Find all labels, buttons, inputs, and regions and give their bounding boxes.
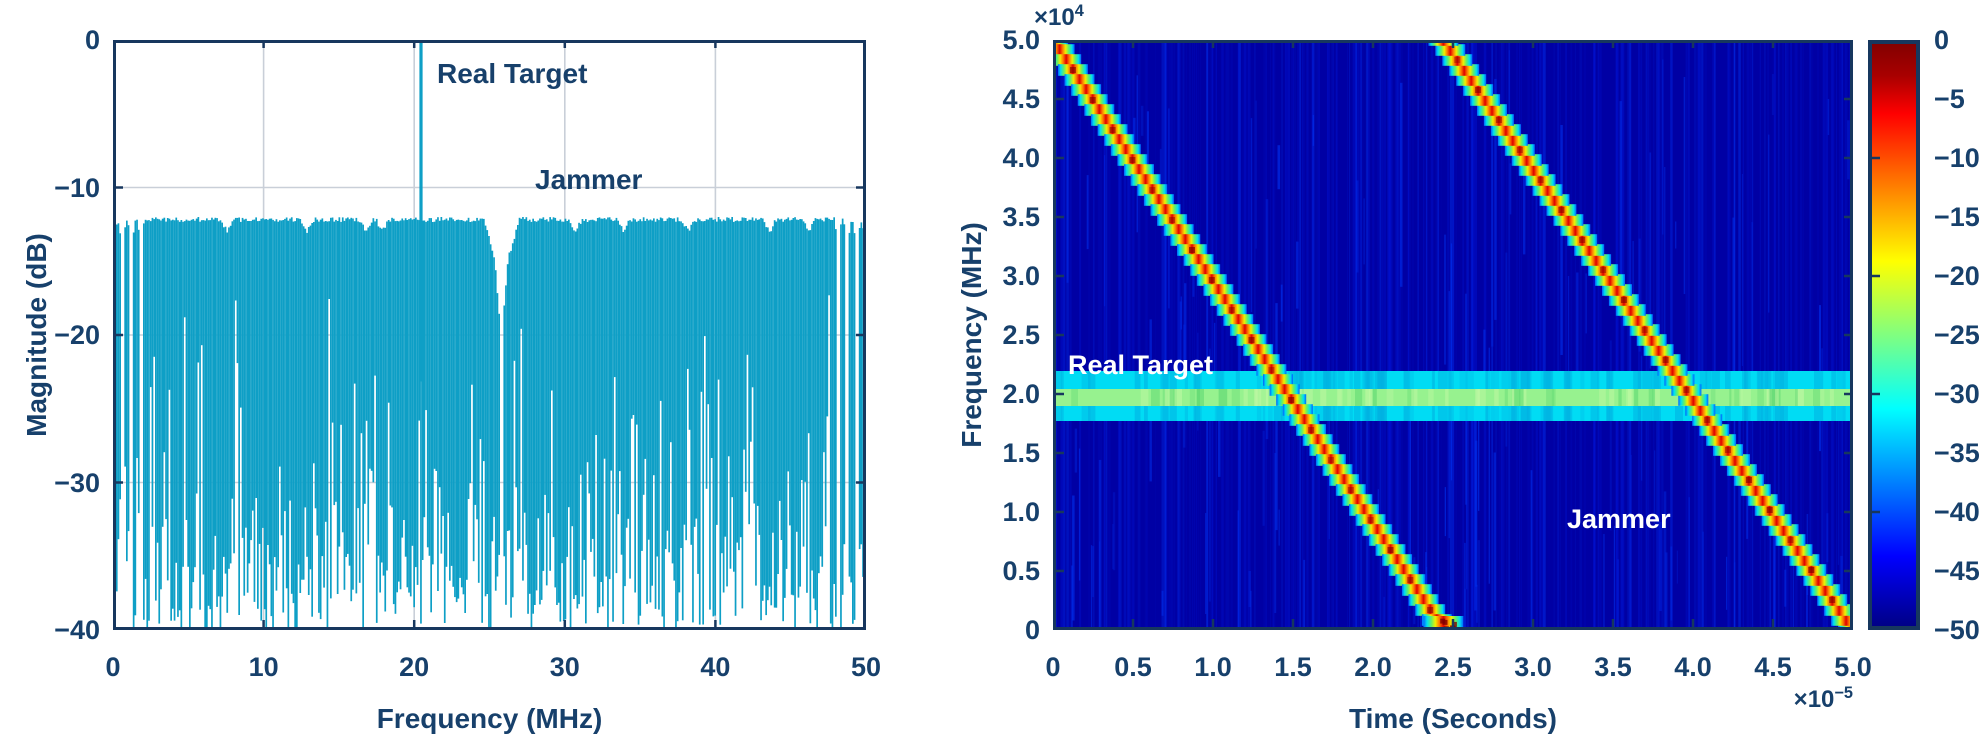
left-y-tick: −20 (54, 320, 100, 350)
right-y-tick: 5.0 (1002, 25, 1040, 55)
right-x-tick: 2.0 (1354, 652, 1392, 682)
right-plot-border (1053, 40, 1853, 630)
right-x-tick: 0 (1045, 652, 1061, 682)
colorbar-tick: −25 (1934, 320, 1980, 350)
right-y-tick: 4.5 (1002, 84, 1040, 114)
colorbar-tick: −30 (1934, 379, 1980, 409)
right-y-tick: 3.5 (1002, 202, 1040, 232)
left-x-tick: 50 (850, 652, 882, 682)
colorbar-tick: −50 (1934, 615, 1980, 645)
colorbar-border (1868, 40, 1920, 630)
right-x-tick: 3.0 (1514, 652, 1552, 682)
spectrum-series (114, 217, 864, 630)
right-x-tick: 4.5 (1754, 652, 1792, 682)
spectrogram-canvas (1053, 40, 1853, 630)
right-y-exponent: ×104 (1034, 2, 1084, 31)
real-target-spike (419, 41, 423, 382)
right-x-axis-label: Time (Seconds) (1349, 703, 1557, 734)
right-y-tick: 3.0 (1002, 261, 1040, 291)
right-y-tick: 2.0 (1002, 379, 1040, 409)
right-x-tick: 4.0 (1674, 652, 1712, 682)
left-x-tick: 10 (248, 652, 279, 682)
left-y-tick: −30 (54, 467, 100, 498)
right-annotation-real-target: Real Target (1068, 350, 1214, 380)
jammer-chirp (1053, 40, 1853, 630)
colorbar-gradient (1868, 40, 1920, 630)
left-annotation-real-target: Real Target (437, 58, 588, 89)
colorbar-tick: −15 (1934, 202, 1980, 232)
left-axis-ticks (113, 40, 866, 630)
right-x-tick: 0.5 (1114, 652, 1152, 682)
right-y-tick: 0.5 (1002, 556, 1040, 586)
left-x-axis-label: Frequency (MHz) (376, 703, 603, 734)
left-plot-border (113, 40, 866, 630)
left-x-tick: 40 (700, 652, 731, 682)
right-y-tick: 0 (1024, 615, 1040, 645)
left-y-tick: −10 (54, 172, 100, 203)
right-annotation-jammer: Jammer (1567, 504, 1671, 534)
left-x-tick: 20 (399, 652, 430, 682)
left-y-tick: 0 (84, 25, 100, 55)
right-x-tick: 3.5 (1594, 652, 1632, 682)
colorbar-tick: −40 (1934, 497, 1980, 527)
spectrum-plot-canvas (113, 40, 866, 630)
spectrogram-image (1053, 40, 1853, 630)
right-x-tick: 1.5 (1274, 652, 1312, 682)
colorbar-tick: 0 (1934, 25, 1950, 55)
colorbar-tick: −5 (1934, 84, 1965, 114)
right-y-tick: 1.5 (1002, 438, 1040, 468)
right-x-tick: 5.0 (1834, 652, 1872, 682)
right-y-tick: 2.5 (1002, 320, 1040, 350)
right-x-tick: 2.5 (1434, 652, 1472, 682)
right-y-tick: 1.0 (1002, 497, 1040, 527)
colorbar-tick: −10 (1934, 143, 1980, 173)
colorbar-ramp (1868, 40, 1920, 630)
right-x-tick: 1.0 (1194, 652, 1232, 682)
left-annotation-jammer: Jammer (535, 164, 643, 195)
colorbar-tick: −20 (1934, 261, 1980, 291)
left-x-tick: 0 (105, 652, 121, 682)
right-y-tick: 4.0 (1002, 143, 1040, 173)
right-x-exponent: ×10−5 (1793, 684, 1853, 713)
left-x-tick: 30 (549, 652, 580, 682)
right-axis-ticks (1053, 40, 1853, 630)
colorbar-tick: −45 (1934, 556, 1980, 586)
left-y-tick: −40 (54, 615, 100, 645)
colorbar-tick: −35 (1934, 438, 1980, 468)
